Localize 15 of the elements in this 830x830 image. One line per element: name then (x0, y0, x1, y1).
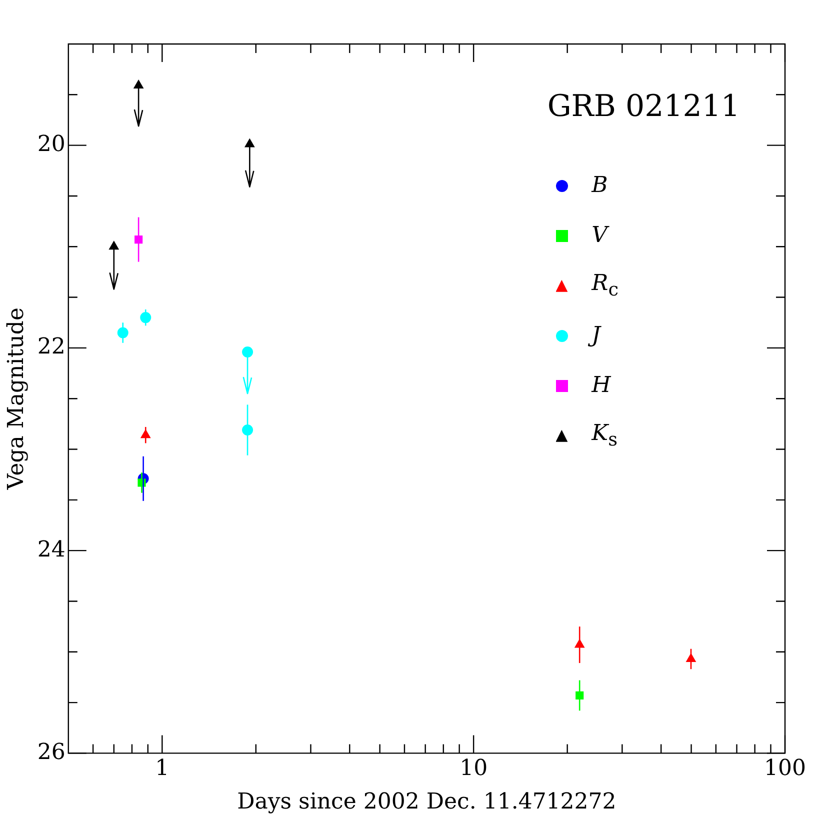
text: GRB 021211 (547, 89, 740, 124)
legend-label: V (592, 223, 608, 248)
y-tick-label: 24 (37, 537, 66, 562)
y-tick-label: 22 (37, 334, 66, 360)
x-tick-label: 1 (155, 756, 170, 782)
y-tick-label: 20 (37, 132, 66, 158)
legend-label: R$_{c}$ (592, 271, 619, 301)
x-tick-label: 100 (764, 756, 806, 782)
legend-label: B (592, 173, 608, 198)
y-axis-title: Vega Magnitude (4, 308, 29, 491)
x-axis-title: Days since 2002 Dec. 11.4712272 (237, 790, 616, 815)
y-tick-label: 26 (37, 740, 66, 765)
legend-label: K$_{s}$ (592, 421, 618, 451)
legend-label: H (592, 373, 611, 398)
x-tick-label: 10 (460, 756, 488, 782)
